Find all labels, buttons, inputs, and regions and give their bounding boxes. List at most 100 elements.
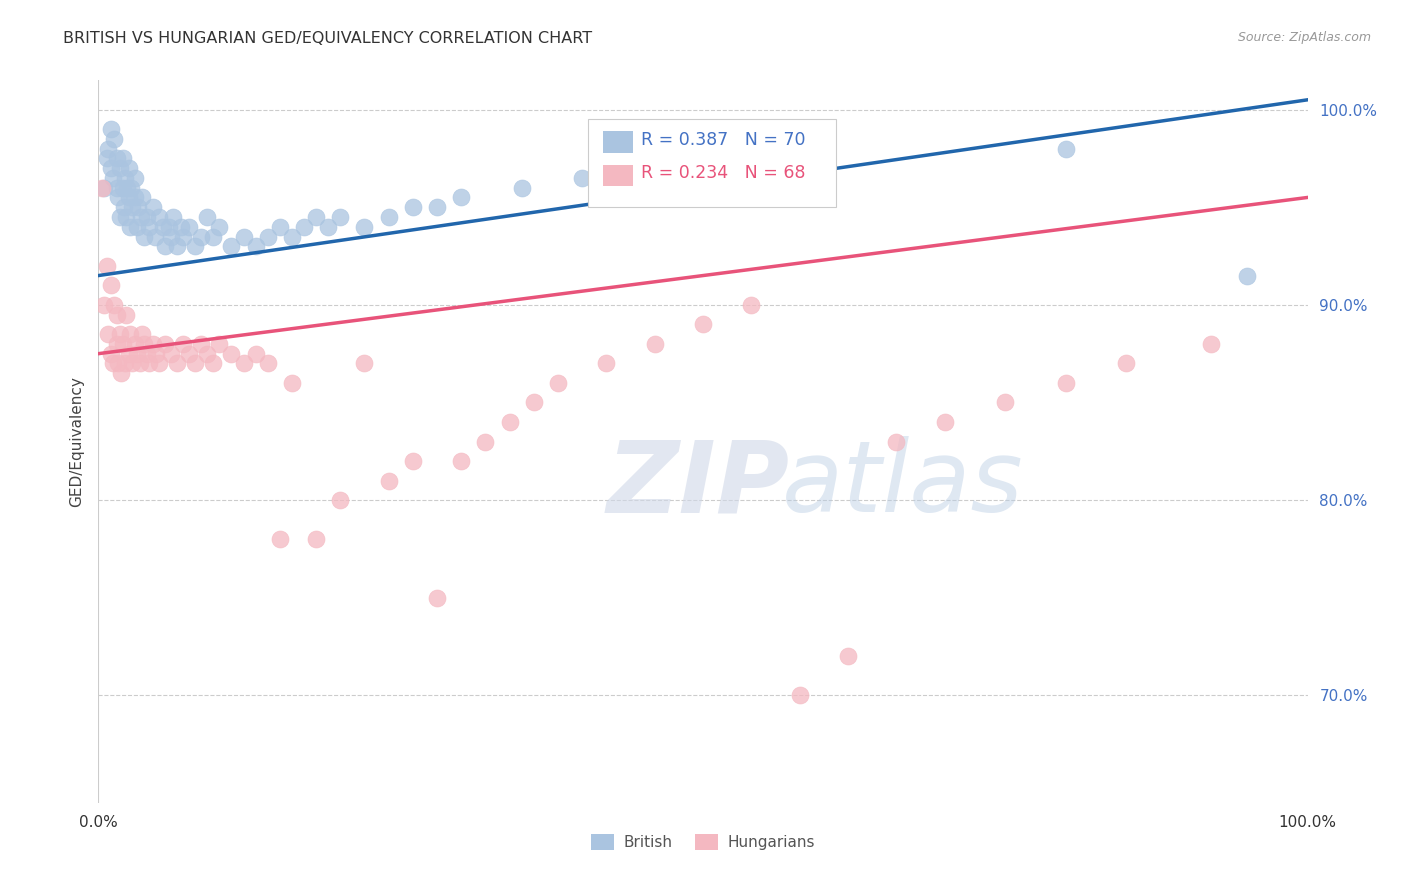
Point (115, 308, 138, 322)
Point (131, 190, 153, 204)
Point (1054, 142, 1077, 156)
Point (97, 142, 120, 156)
Point (129, 210, 152, 224)
Point (886, 434, 908, 449)
Point (162, 210, 184, 224)
Point (281, 229, 304, 244)
Point (128, 356, 150, 370)
Point (107, 356, 129, 370)
Point (813, 152, 835, 166)
Text: R = 0.387   N = 70: R = 0.387 N = 70 (641, 131, 806, 149)
Point (148, 210, 170, 224)
Point (138, 219, 160, 234)
Point (103, 298, 125, 312)
Point (377, 474, 399, 488)
Point (281, 376, 304, 390)
Point (692, 161, 714, 176)
Point (124, 337, 146, 351)
Point (316, 219, 339, 234)
Text: Source: ZipAtlas.com: Source: ZipAtlas.com (1237, 31, 1371, 45)
Point (202, 356, 225, 370)
Point (93, 180, 115, 194)
Text: atlas: atlas (782, 436, 1024, 533)
Point (107, 190, 129, 204)
Point (135, 210, 157, 224)
Point (195, 210, 218, 224)
Point (143, 229, 166, 244)
Point (166, 356, 188, 370)
Point (142, 337, 165, 351)
Point (152, 219, 174, 234)
Point (145, 346, 167, 360)
Point (184, 356, 207, 370)
Point (120, 180, 142, 194)
Point (245, 239, 267, 253)
Point (353, 219, 375, 234)
Point (105, 152, 128, 166)
Point (105, 337, 128, 351)
Point (195, 346, 218, 360)
Point (172, 229, 194, 244)
Point (994, 395, 1017, 409)
Point (256, 229, 278, 244)
Point (169, 219, 191, 234)
Point (91, 180, 114, 194)
Point (789, 689, 811, 703)
Point (118, 346, 141, 360)
Point (127, 219, 149, 234)
Point (101, 170, 124, 185)
Point (692, 318, 714, 332)
Point (111, 180, 134, 194)
Point (256, 356, 278, 370)
Point (172, 337, 194, 351)
Point (131, 327, 153, 342)
Point (127, 346, 149, 360)
Point (114, 170, 136, 185)
Point (402, 454, 425, 468)
FancyBboxPatch shape (603, 131, 633, 153)
Point (153, 239, 176, 253)
Point (837, 649, 859, 664)
Point (571, 170, 593, 185)
Point (124, 170, 146, 185)
Point (105, 180, 128, 194)
Point (121, 200, 143, 214)
Point (202, 229, 225, 244)
Point (100, 278, 122, 293)
Point (124, 190, 146, 204)
Point (121, 356, 143, 370)
Point (179, 346, 201, 360)
Point (108, 161, 131, 176)
Point (305, 532, 328, 546)
Point (402, 200, 425, 214)
Point (110, 366, 132, 380)
Point (148, 356, 170, 370)
Point (134, 229, 156, 244)
Point (160, 229, 183, 244)
Point (96, 259, 118, 273)
Point (208, 219, 231, 234)
Point (184, 239, 207, 253)
FancyBboxPatch shape (588, 119, 837, 207)
Point (934, 415, 956, 429)
Point (105, 308, 128, 322)
Point (269, 532, 291, 546)
Point (450, 190, 472, 204)
Point (103, 132, 125, 146)
Point (190, 229, 212, 244)
Point (115, 210, 138, 224)
Text: R = 0.234   N = 68: R = 0.234 N = 68 (641, 164, 806, 183)
Point (101, 356, 124, 370)
Point (329, 210, 352, 224)
Point (644, 337, 666, 351)
Point (208, 337, 231, 351)
Point (100, 122, 122, 136)
Point (1115, 356, 1137, 370)
Point (118, 190, 141, 204)
Point (474, 434, 496, 449)
Point (108, 327, 131, 342)
Point (1199, 337, 1222, 351)
Point (523, 395, 546, 409)
Point (221, 346, 243, 360)
Point (740, 298, 762, 312)
